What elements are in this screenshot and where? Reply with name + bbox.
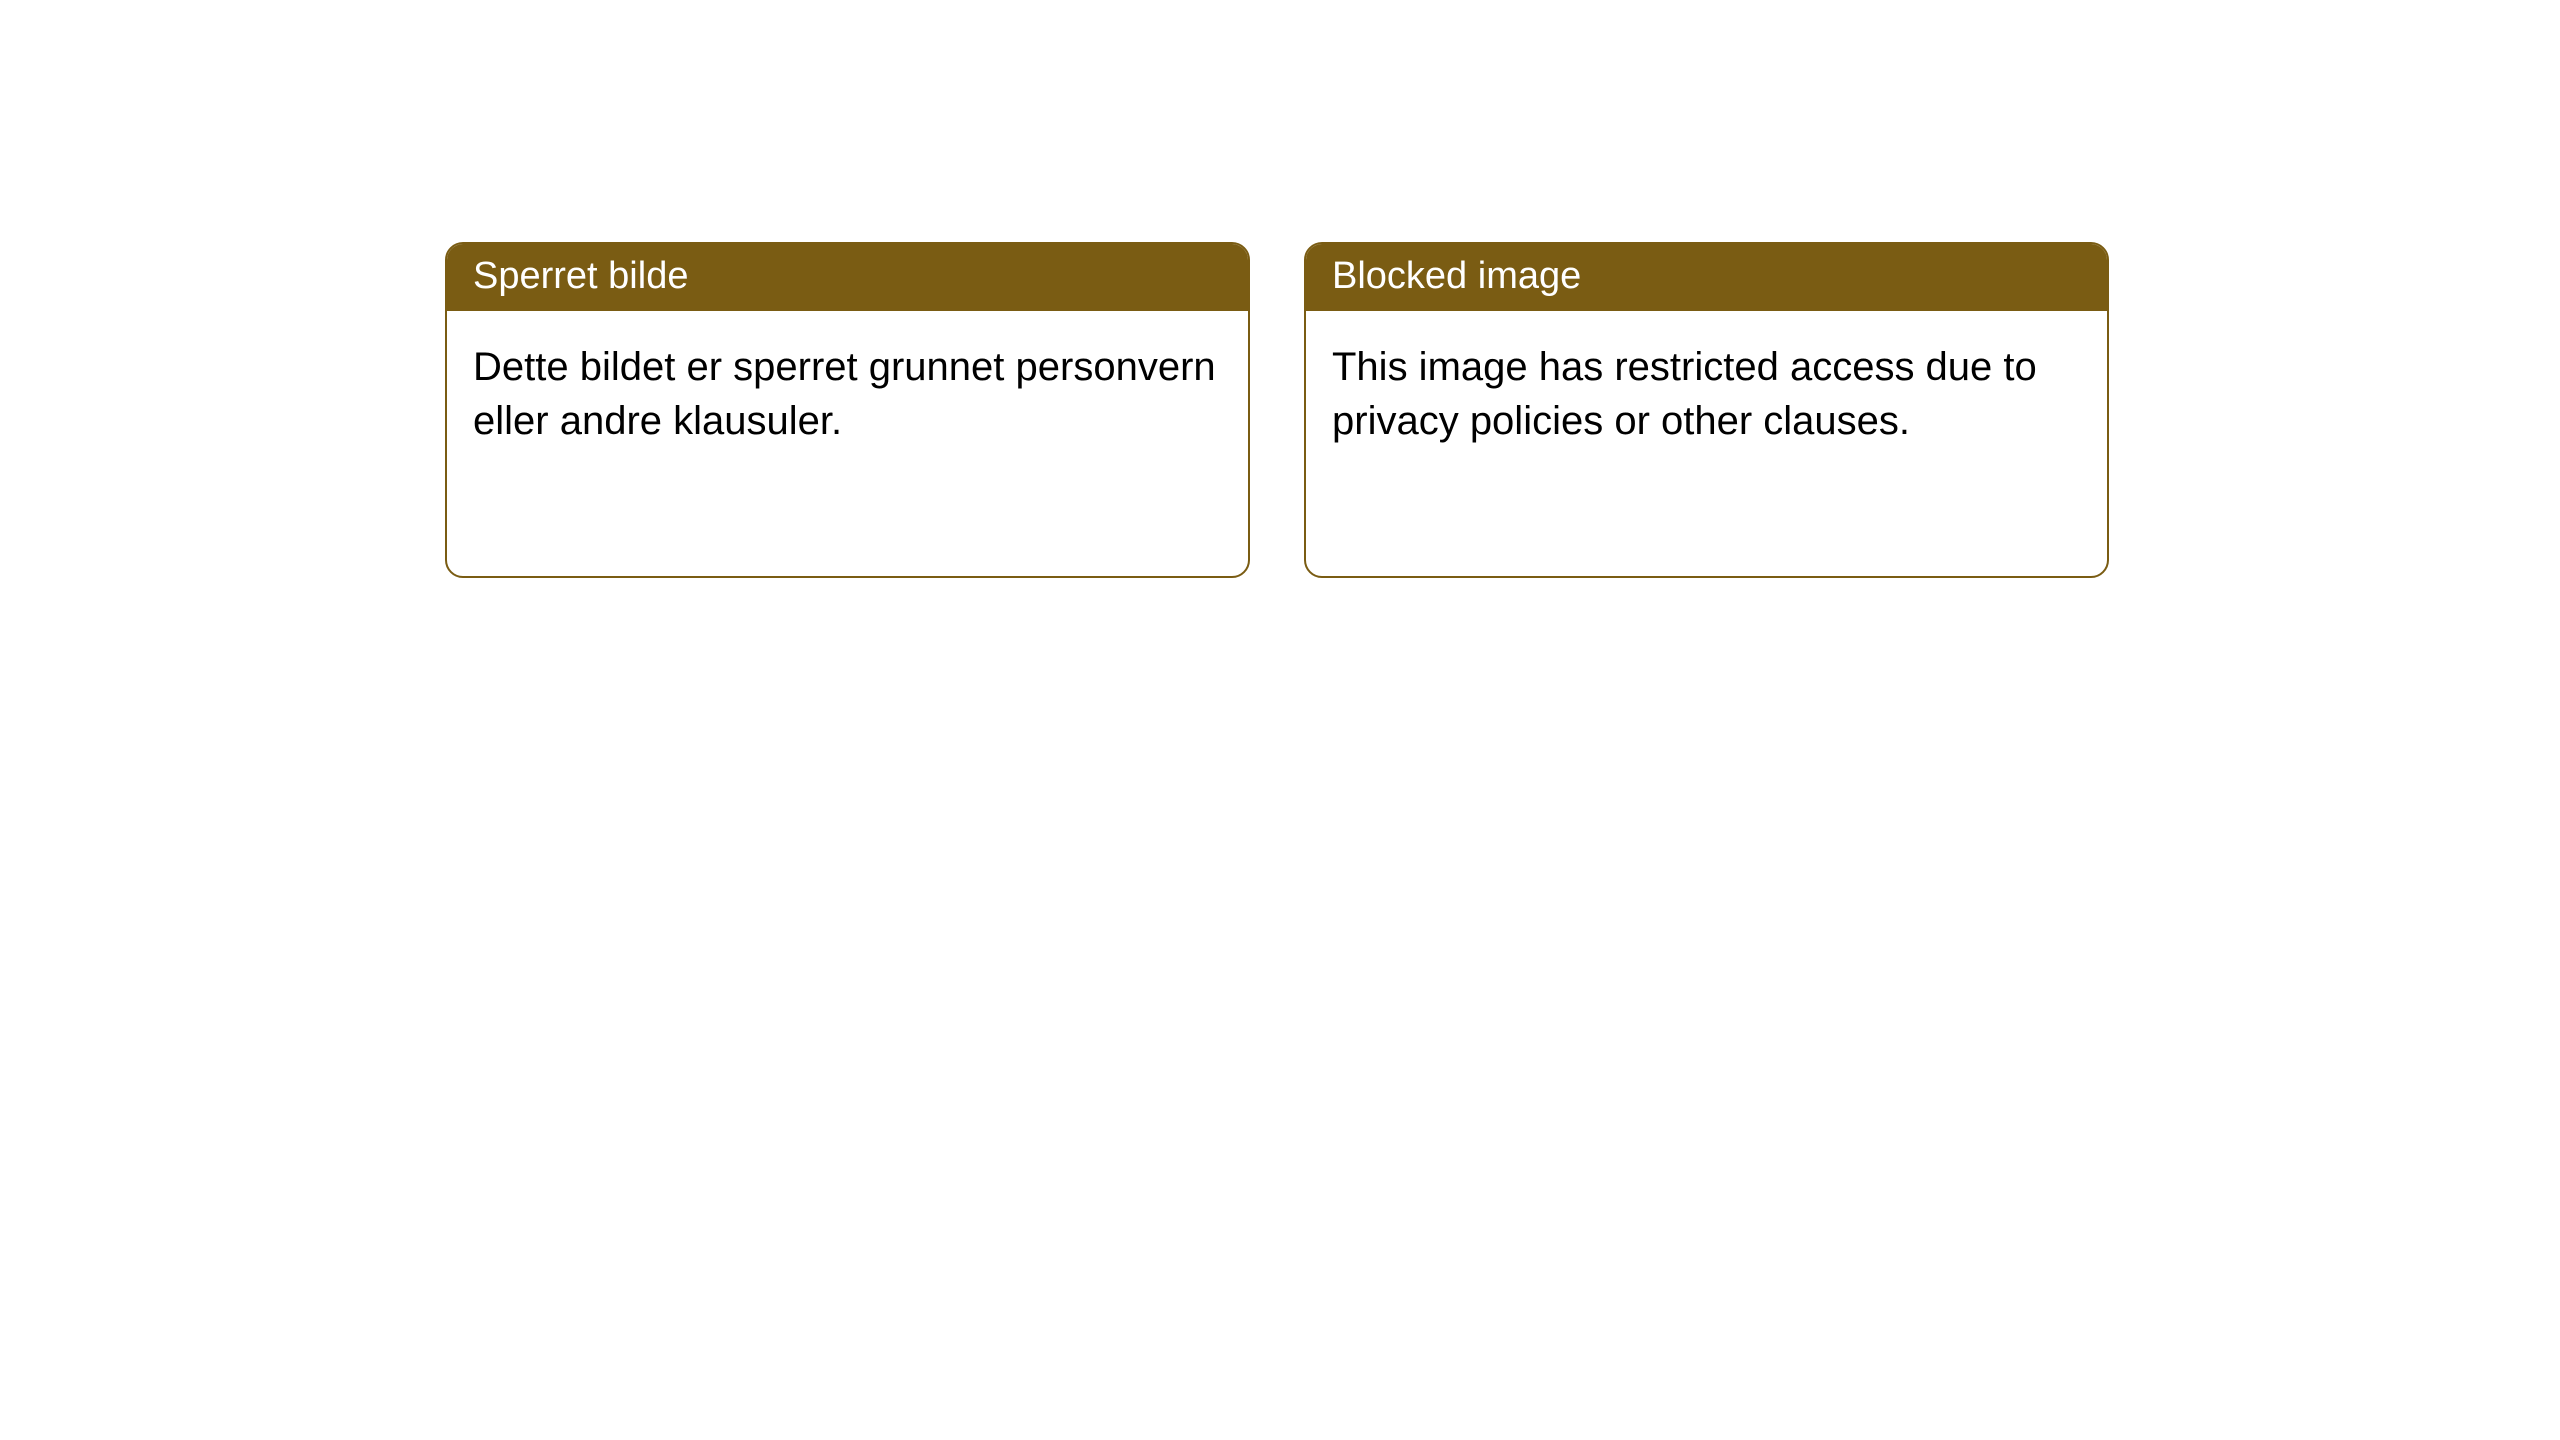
notice-header-no: Sperret bilde xyxy=(447,244,1248,311)
notice-card-en: Blocked image This image has restricted … xyxy=(1304,242,2109,578)
notice-container: Sperret bilde Dette bildet er sperret gr… xyxy=(0,0,2560,578)
notice-body-en: This image has restricted access due to … xyxy=(1306,311,2107,477)
notice-body-no: Dette bildet er sperret grunnet personve… xyxy=(447,311,1248,477)
notice-header-en: Blocked image xyxy=(1306,244,2107,311)
notice-card-no: Sperret bilde Dette bildet er sperret gr… xyxy=(445,242,1250,578)
